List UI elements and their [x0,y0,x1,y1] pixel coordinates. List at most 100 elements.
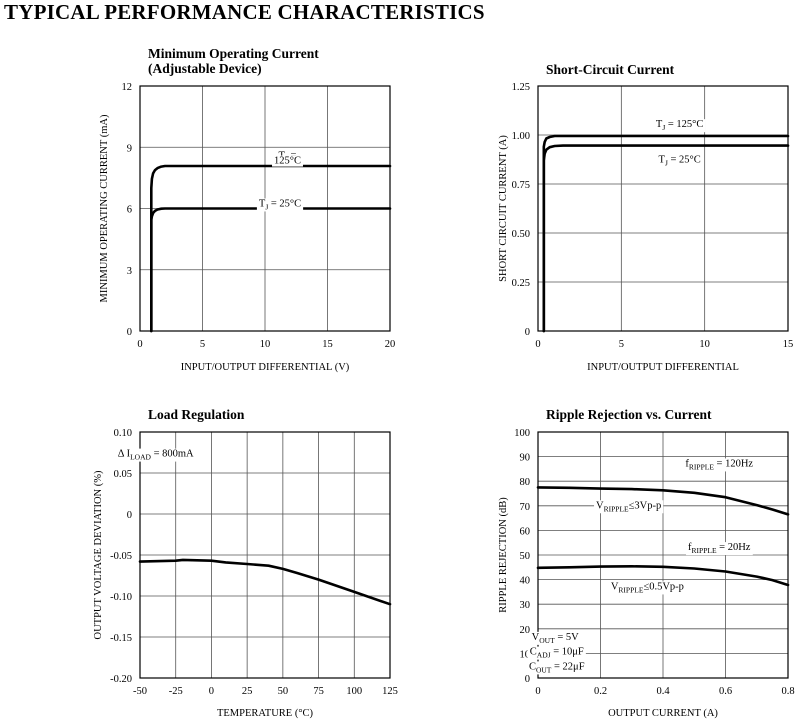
annotation: VRIPPLE≤3Vp-p [596,500,661,513]
x-tick-label: 5 [619,339,624,350]
x-tick-label: 10 [699,339,710,350]
annotation-text: = 10μF [551,647,584,658]
x-tick-label: -25 [169,686,183,697]
x-tick-label: 0 [535,686,540,697]
annotation-background [272,155,303,167]
annotation: VOUT = 5V [532,632,579,645]
page-heading: TYPICAL PERFORMANCE CHARACTERISTICS [4,0,485,24]
annotation-subscript: OUT [539,636,555,645]
annotation-text: C [529,661,536,672]
annotation-subscript: RIPPLE [689,462,714,471]
series-line-2 [536,564,790,587]
chart-title: (Adjustable Device) [148,61,262,76]
y-tick-label: 90 [520,453,531,464]
chart-min-operating-current: Minimum Operating Current(Adjustable Dev… [99,46,395,373]
x-tick-label: 0.6 [719,686,732,697]
annotation-text: = 25°C [268,198,301,209]
annotation-text: V [611,581,619,592]
series-line-2 [150,207,392,333]
x-tick-label: 0 [535,339,540,350]
annotation-text: = 20Hz [717,542,751,553]
annotation-text: V [596,500,604,511]
y-tick-label: 1.25 [512,82,530,93]
x-tick-label: 100 [346,686,362,697]
annotation-subscript: RIPPLE [604,504,629,513]
x-axis-label: TEMPERATURE (°C) [217,708,314,719]
chart-title: Minimum Operating Current [148,46,319,61]
chart-title: Load Regulation [148,407,245,422]
y-tick-label: 1.00 [512,131,530,142]
x-axis-label: INPUT/OUTPUT DIFFERENTIAL (V) [181,362,350,373]
annotation: TJ = 125°C [656,119,703,132]
x-tick-label: 15 [322,339,333,350]
annotation: COUT = 22μF [529,661,585,674]
x-tick-label: 15 [783,339,794,350]
annotation: VRIPPLE≤0.5Vp-p [611,581,684,594]
y-tick-label: 30 [520,600,531,611]
chart-load-regulation: Load Regulation -50 -25 0 25 50 75 100 125 -0.20 -… [93,407,398,719]
y-tick-label: 0.10 [114,428,132,439]
chart-short-circuit-current: Short-Circuit Current 0 5 10 15 0 0.25 0.50 0.75… [498,62,793,373]
annotation: fRIPPLE = 120Hz [685,458,753,471]
y-tick-label: 0 [127,327,132,338]
y-tick-label: 0.50 [512,229,530,240]
annotation: 125°C [274,156,301,167]
annotation-text: f [685,458,689,469]
annotation-text: Δ I [118,449,131,460]
y-tick-label: 60 [520,526,531,537]
y-tick-label: 100 [514,428,530,439]
y-tick-label: 0.05 [114,469,132,480]
chart-title: Short-Circuit Current [546,62,675,77]
annotation-background [527,646,586,660]
annotation-subscript: J [265,202,268,211]
annotation: Δ ILOAD = 800mA [118,449,194,462]
x-tick-label: 0 [137,339,142,350]
y-tick-label: 80 [520,477,531,488]
y-tick-label: 70 [520,502,531,513]
x-tick-label: 0 [209,686,214,697]
x-tick-label: 20 [385,339,396,350]
annotation-subscript: OUT [536,665,552,674]
y-tick-label: 6 [127,205,132,216]
annotation-subscript: RIPPLE [618,585,643,594]
x-tick-label: 5 [200,339,205,350]
series-line-2 [542,144,790,333]
annotation-text: T [259,198,266,209]
annotation-background [529,631,582,645]
y-axis-label: RIPPLE REJECTION (dB) [498,497,509,613]
y-tick-label: -0.20 [110,674,132,685]
x-tick-label: 0.8 [781,686,794,697]
y-axis-label: OUTPUT VOLTAGE DEVIATION (%) [93,470,104,639]
y-tick-label: 9 [127,143,132,154]
annotation-background [608,581,686,595]
annotation-text: T [656,119,663,130]
chart-title: Ripple Rejection vs. Current [546,407,712,422]
y-tick-label: -0.15 [110,633,132,644]
y-tick-label: 0 [525,327,530,338]
y-tick-label: 0.25 [512,278,530,289]
x-tick-label: 0.4 [656,686,670,697]
x-tick-label: 10 [260,339,271,350]
series-line-1 [150,164,392,333]
series-line-1 [536,486,790,516]
annotation-subscript: RIPPLE [692,546,717,555]
x-tick-label: 50 [278,686,289,697]
annotation: CADJ = 10μF [530,647,584,660]
chart-ripple-rejection: Ripple Rejection vs. Current 0 0.2 0.4 0.6 0.… [498,407,795,719]
y-tick-label: 20 [520,625,531,636]
y-tick-label: 0 [525,674,530,685]
y-tick-label: -0.10 [110,592,132,603]
annotation-subscript: ADJ [537,651,551,660]
x-tick-label: 75 [313,686,324,697]
x-tick-label: 125 [382,686,398,697]
annotation-text: = 22μF [551,661,584,672]
y-tick-label: 10 [520,649,531,660]
annotation-text: = 120Hz [714,458,754,469]
annotation-text: ≤0.5Vp-p [643,581,683,592]
y-axis-label: SHORT CIRCUIT CURRENT (A) [498,135,509,282]
annotation-text: = 125°C [665,119,703,130]
plot-frame [537,431,789,679]
annotation-text: = 25°C [668,154,701,165]
plot-frame [139,431,391,679]
annotation-text: = 5V [555,632,579,643]
